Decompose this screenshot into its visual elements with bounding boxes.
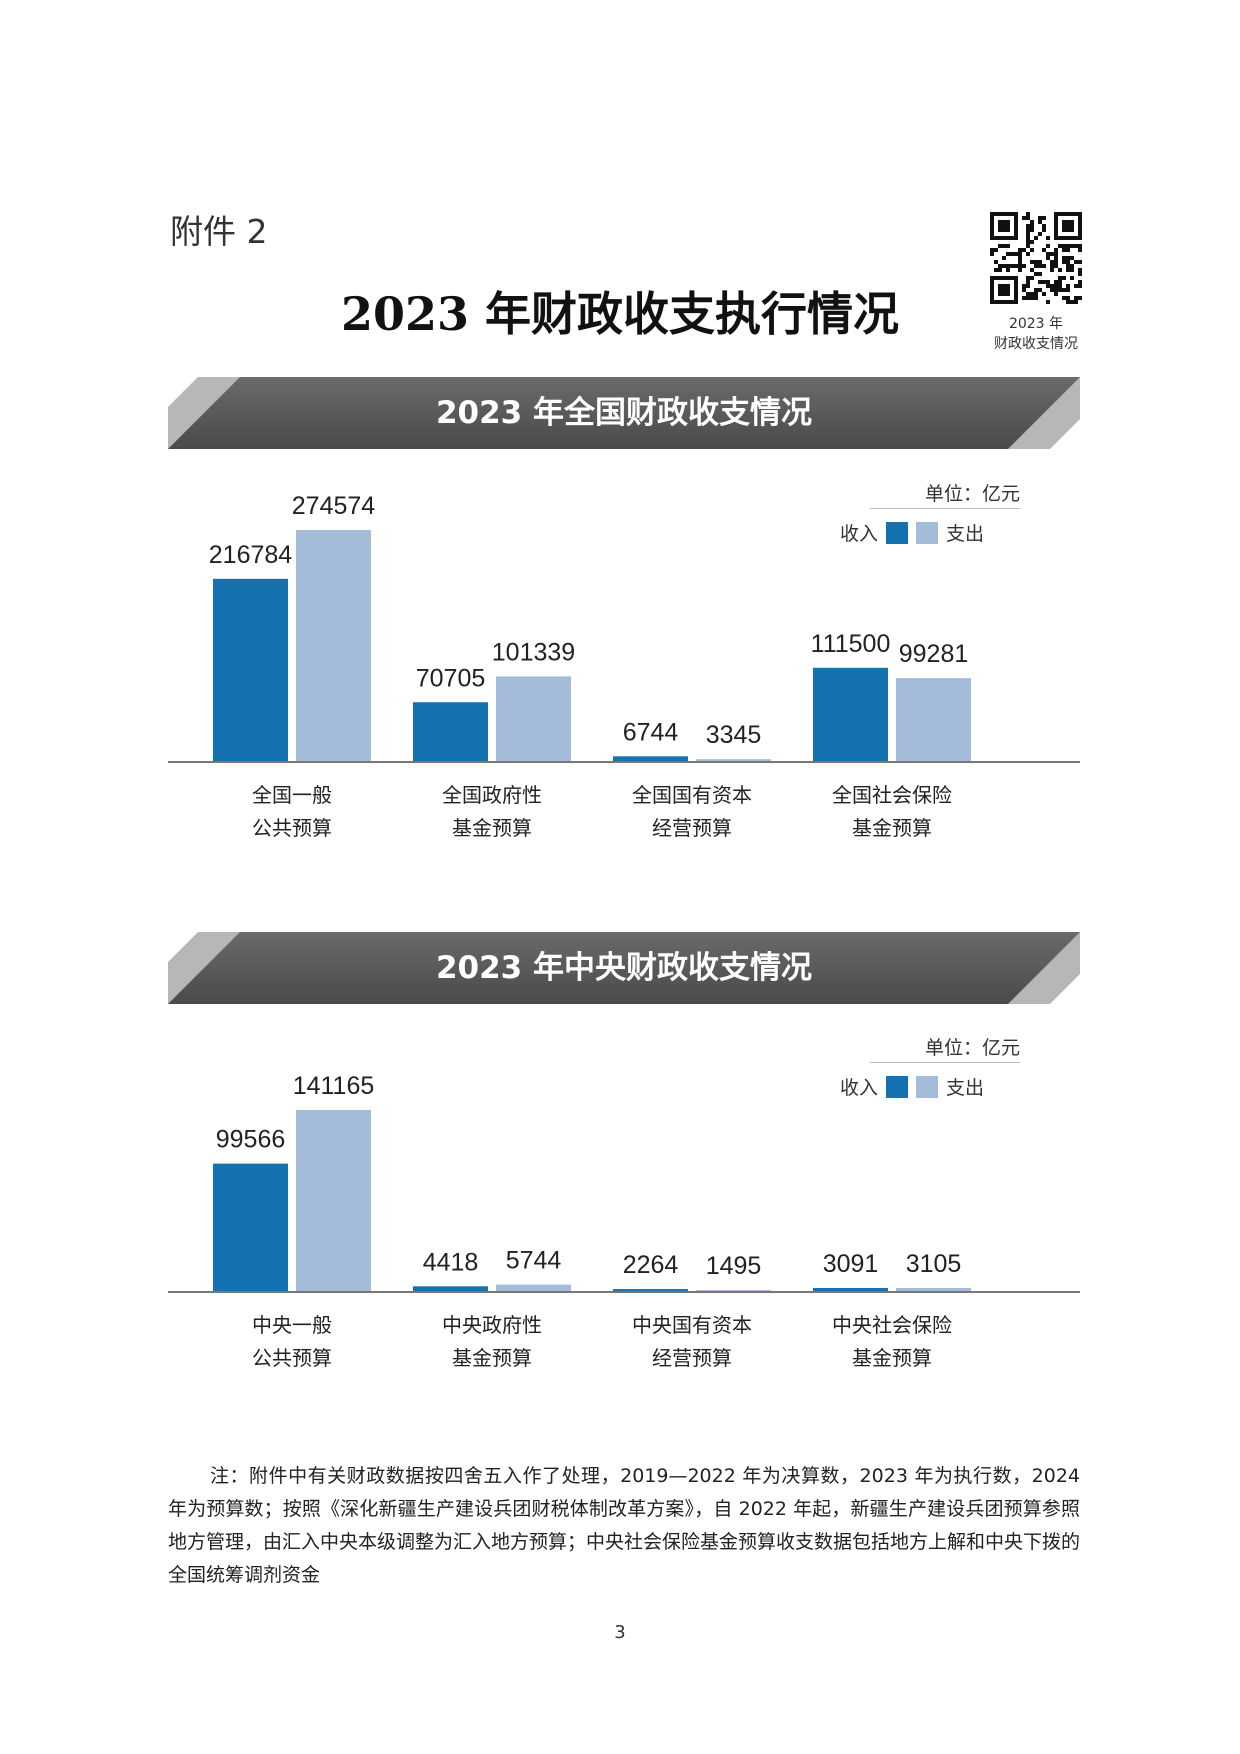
bar-expenditure-1 xyxy=(296,530,371,762)
bar-income-4 xyxy=(813,1288,888,1292)
section-banner-central xyxy=(168,932,1080,1004)
category-label-1-line2: 公共预算 xyxy=(252,816,332,840)
qr-caption-line2: 财政收支情况 xyxy=(994,336,1078,352)
category-label-2-line1: 全国政府性 xyxy=(442,783,542,807)
bar-income-3 xyxy=(613,1289,688,1292)
unit-divider xyxy=(870,508,1020,509)
data-label-income-4: 3091 xyxy=(823,1250,879,1278)
bar-income-2 xyxy=(413,702,488,762)
bar-income-1 xyxy=(213,578,288,762)
attachment-label: 附件 2 xyxy=(170,212,268,251)
legend-expenditure-label: 支出 xyxy=(946,523,985,545)
category-label-2-line1: 中央政府性 xyxy=(442,1313,542,1337)
page-number: 3 xyxy=(614,1622,626,1643)
data-label-income-2: 70705 xyxy=(416,664,486,692)
data-label-expenditure-4: 3105 xyxy=(906,1250,962,1278)
category-label-2-line2: 基金预算 xyxy=(452,1346,532,1370)
qr-code-icon[interactable] xyxy=(990,212,1082,304)
category-label-1-line2: 公共预算 xyxy=(252,1346,332,1370)
data-label-income-3: 6744 xyxy=(623,718,679,746)
legend-expenditure-label: 支出 xyxy=(946,1077,985,1099)
bar-expenditure-4 xyxy=(896,678,971,762)
category-label-4-line2: 基金预算 xyxy=(852,1346,932,1370)
data-label-expenditure-1: 274574 xyxy=(292,492,376,520)
bar-expenditure-1 xyxy=(296,1110,371,1292)
page-title: 2023 年财政收支执行情况 xyxy=(340,287,900,341)
data-label-expenditure-2: 5744 xyxy=(506,1247,562,1275)
bar-income-3 xyxy=(613,756,688,762)
legend-income-swatch xyxy=(886,1075,909,1098)
unit-divider xyxy=(870,1062,1020,1063)
category-label-1-line1: 全国一般 xyxy=(252,783,332,807)
data-label-expenditure-1: 141165 xyxy=(293,1072,375,1100)
legend-national: 收入 支出 xyxy=(840,519,984,546)
bar-expenditure-4 xyxy=(896,1287,971,1292)
legend-expenditure-swatch xyxy=(916,521,939,544)
bar-expenditure-2 xyxy=(496,676,571,762)
bar-income-2 xyxy=(413,1286,488,1292)
category-label-2-line2: 基金预算 xyxy=(452,816,532,840)
category-label-4-line2: 基金预算 xyxy=(852,816,932,840)
qr-caption-line1: 2023 年 xyxy=(1008,316,1064,332)
category-label-3-line2: 经营预算 xyxy=(652,816,732,840)
section-title-central: 2023 年中央财政收支情况 xyxy=(435,950,813,986)
legend-income-label: 收入 xyxy=(840,523,879,545)
data-label-expenditure-2: 101339 xyxy=(492,638,575,666)
data-label-income-1: 99566 xyxy=(216,1126,286,1154)
unit-label-central: 单位：亿元 xyxy=(924,1037,1020,1059)
category-label-4-line1: 全国社会保险 xyxy=(832,783,952,807)
category-label-3-line1: 全国国有资本 xyxy=(632,783,752,807)
legend-central: 收入 支出 xyxy=(840,1073,984,1100)
section-banner-national xyxy=(168,377,1080,449)
data-label-expenditure-4: 99281 xyxy=(899,640,969,668)
bar-expenditure-2 xyxy=(496,1284,571,1292)
data-label-expenditure-3: 3345 xyxy=(706,721,762,749)
category-label-3-line1: 中央国有资本 xyxy=(632,1313,752,1337)
data-label-income-3: 2264 xyxy=(623,1251,679,1279)
legend-expenditure-swatch xyxy=(916,1075,939,1098)
footnote: 注：附件中有关财政数据按四舍五入作了处理，2019—2022 年为决算数，202… xyxy=(168,1465,1081,1586)
data-label-income-2: 4418 xyxy=(423,1248,479,1276)
data-label-income-1: 216784 xyxy=(209,541,293,569)
bar-income-4 xyxy=(813,667,888,762)
category-label-3-line2: 经营预算 xyxy=(652,1346,732,1370)
qr-caption: 2023 年 财政收支情况 xyxy=(960,314,1112,354)
legend-income-swatch xyxy=(886,521,909,544)
data-label-income-4: 111500 xyxy=(811,630,891,658)
bar-expenditure-3 xyxy=(696,759,771,762)
data-label-expenditure-3: 1495 xyxy=(706,1252,762,1280)
category-label-1-line1: 中央一般 xyxy=(252,1313,332,1337)
bar-income-1 xyxy=(213,1163,288,1292)
legend-income-label: 收入 xyxy=(840,1077,879,1099)
section-title-national: 2023 年全国财政收支情况 xyxy=(435,395,813,431)
unit-label-national: 单位：亿元 xyxy=(924,483,1020,505)
category-label-4-line1: 中央社会保险 xyxy=(832,1313,952,1337)
